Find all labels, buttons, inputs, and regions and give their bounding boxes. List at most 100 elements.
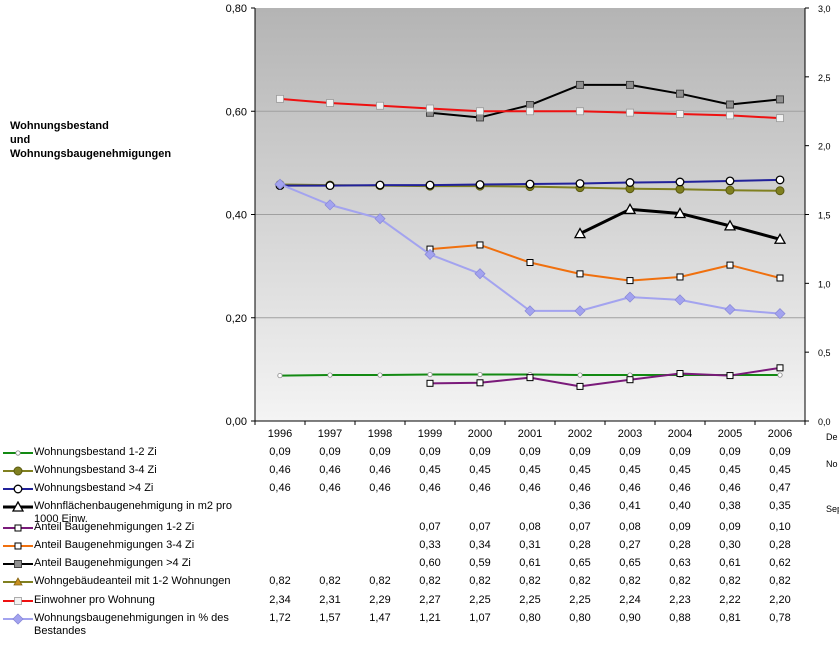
- legend-label: Wohnflächenbaugenehmigung in m2 pro 1000…: [34, 500, 232, 525]
- table-cell: 0,82: [319, 575, 341, 587]
- table-cell: 0,45: [669, 464, 691, 476]
- table-cell: 0,46: [519, 482, 541, 494]
- table-cell: 1,07: [469, 612, 491, 624]
- legend-label: Anteil Baugenehmigungen >4 Zi: [34, 557, 191, 569]
- data-point: [476, 241, 484, 249]
- data-point: [477, 371, 483, 378]
- table-cell: 2,34: [269, 594, 291, 606]
- data-point: [13, 466, 23, 476]
- table-cell: 0,09: [619, 446, 641, 458]
- x-tick-label: 1996: [268, 428, 292, 440]
- data-point: [474, 268, 486, 280]
- table-row: Wohnflächenbaugenehmigung in m2 pro 1000…: [0, 500, 839, 525]
- table-cell: 0,45: [419, 464, 441, 476]
- table-cell: 0,90: [619, 612, 641, 624]
- legend-label: Wohnungsbestand 1-2 Zi: [34, 446, 157, 458]
- legend-label: Wohngebäudeanteil mit 1-2 Wohnungen: [34, 575, 231, 587]
- table-row: Wohnungsbestand 1-2 Zi 0,09 0,09 0,09 0,09 0,…: [0, 446, 839, 460]
- table-row: Wohnungsbestand >4 Zi 0,46 0,46 0,46 0,46 0,4…: [0, 482, 839, 496]
- table-cell: 0,46: [419, 482, 441, 494]
- legend-symbol: [3, 577, 33, 586]
- data-point: [576, 270, 584, 278]
- table-cell: 0,09: [269, 446, 291, 458]
- series-6: [426, 80, 784, 122]
- data-point: [726, 111, 734, 120]
- legend-label: Wohnungsbaugenehmigungen in % des Bestan…: [34, 612, 229, 637]
- left-tick-label: 0,40: [226, 210, 247, 222]
- legend-symbol: [3, 450, 33, 456]
- data-point: [676, 89, 684, 98]
- right-tick-label: 2,5: [818, 73, 831, 83]
- table-cell: 0,09: [469, 446, 491, 458]
- table-cell: 0,08: [619, 521, 641, 533]
- table-cell: 1,47: [369, 612, 391, 624]
- data-point: [15, 450, 21, 456]
- table-cell: 0,82: [419, 575, 441, 587]
- table-cell: 0,82: [469, 575, 491, 587]
- table-cell: 0,60: [419, 557, 441, 569]
- table-cell: 0,45: [619, 464, 641, 476]
- table-cell: 0,82: [669, 575, 691, 587]
- data-point: [14, 597, 22, 605]
- series-line: [429, 243, 781, 282]
- table-cell: 1,57: [319, 612, 341, 624]
- data-point: [773, 232, 787, 244]
- table-cell: 0,82: [619, 575, 641, 587]
- data-point: [425, 180, 435, 190]
- data-point: [524, 305, 536, 317]
- legend-label: Wohnungsbestand 3-4 Zi: [34, 464, 157, 476]
- table-cell: 0,61: [519, 557, 541, 569]
- x-tick-label: 2005: [718, 428, 742, 440]
- table-cell: 0,46: [719, 482, 741, 494]
- data-point: [676, 110, 684, 118]
- title-line: Wohnungsbestand: [10, 120, 109, 132]
- table-cell: 0,46: [319, 482, 341, 494]
- table-cell: 0,82: [269, 575, 291, 587]
- table-cell: 0,41: [619, 500, 641, 512]
- data-point: [776, 274, 784, 282]
- table-cell: 0,78: [769, 612, 791, 624]
- table-cell: 0,09: [319, 446, 341, 458]
- table-cell: 0,35: [769, 500, 791, 512]
- data-point: [626, 108, 634, 117]
- data-point: [276, 94, 284, 103]
- data-point: [426, 379, 434, 387]
- data-point: [726, 261, 734, 269]
- table-cell: 2,27: [419, 594, 441, 606]
- table-cell: 0,65: [619, 557, 641, 569]
- data-point: [14, 560, 22, 568]
- data-point: [526, 374, 534, 382]
- x-tick-label: 2003: [618, 428, 642, 440]
- table-cell: 0,40: [669, 500, 691, 512]
- table-row: Anteil Baugenehmigungen 3-4 Zi 0,33 0,34 0,…: [0, 539, 839, 553]
- data-point: [626, 277, 634, 285]
- cut-off-text: De: [826, 432, 838, 442]
- table-cell: 0,36: [569, 500, 591, 512]
- right-tick-label: 2,0: [818, 142, 831, 152]
- data-point: [575, 179, 585, 188]
- table-cell: 0,62: [769, 557, 791, 569]
- table-cell: 0,45: [519, 464, 541, 476]
- data-point: [774, 308, 786, 320]
- x-tick-label: 2004: [668, 428, 692, 440]
- table-cell: 0,30: [719, 539, 741, 551]
- left-tick-label: 0,00: [226, 416, 247, 428]
- table-cell: 0,47: [769, 482, 791, 494]
- x-tick-label: 2002: [568, 428, 592, 440]
- legend-symbol: [3, 597, 33, 605]
- data-point: [374, 213, 386, 225]
- table-cell: 0,46: [269, 464, 291, 476]
- table-cell: 1,72: [269, 612, 291, 624]
- table-cell: 2,25: [519, 594, 541, 606]
- data-point: [624, 291, 636, 303]
- table-cell: 0,09: [369, 446, 391, 458]
- table-cell: 0,46: [569, 482, 591, 494]
- data-point: [526, 107, 534, 116]
- data-point: [777, 372, 783, 378]
- right-tick-label: 1,0: [818, 279, 831, 289]
- right-tick-label: 3,0: [818, 4, 831, 14]
- data-point: [427, 371, 433, 378]
- table-cell: 0,08: [519, 521, 541, 533]
- x-tick-label: 2000: [468, 428, 492, 440]
